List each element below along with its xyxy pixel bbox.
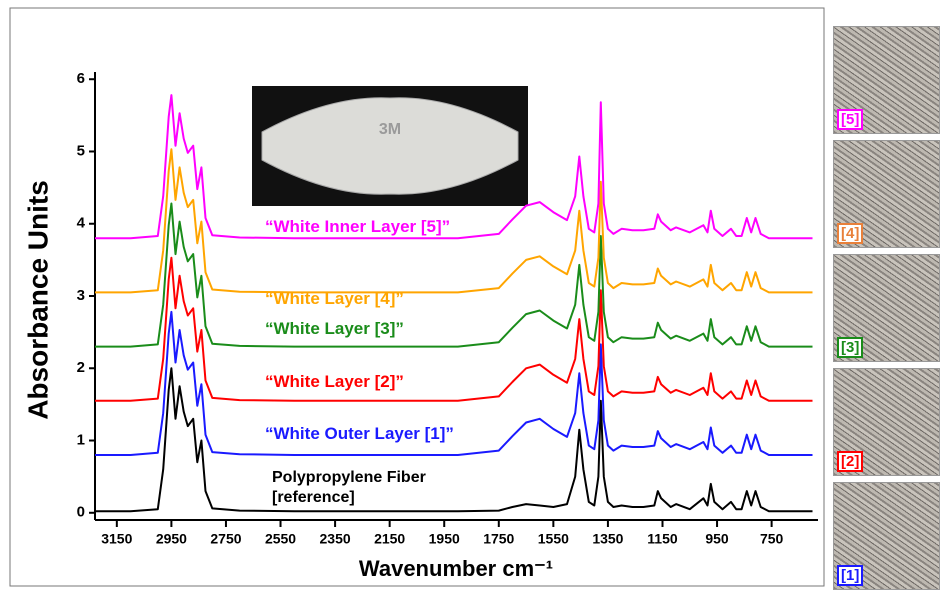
y-tick-label: 6	[77, 70, 85, 87]
series-label: Polypropylene Fiber [reference]	[272, 469, 426, 506]
series-line	[95, 202, 813, 348]
x-tick-label: 2950	[156, 531, 187, 547]
layer-photo: [1]	[833, 482, 940, 590]
series-line	[95, 367, 813, 513]
y-tick-label: 2	[77, 359, 85, 376]
layer-photo: [5]	[833, 26, 940, 134]
mask-photo: 3M	[252, 86, 528, 206]
x-tick-label: 1750	[483, 531, 514, 547]
x-tick-label: 2550	[265, 531, 296, 547]
series-label: “White Outer Layer [1]”	[265, 424, 454, 443]
x-tick-label: 750	[760, 531, 784, 547]
layer-photo: [4]	[833, 140, 940, 248]
layer-photo: [3]	[833, 254, 940, 362]
series-line	[95, 94, 813, 240]
x-axis-label: Wavenumber cm⁻¹	[359, 556, 553, 581]
panel-label: [1]	[837, 565, 864, 586]
series-label: “White Layer [4]”	[265, 289, 404, 308]
y-tick-label: 5	[77, 142, 85, 159]
x-tick-label: 1950	[429, 531, 460, 547]
x-tick-label: 2350	[320, 531, 351, 547]
y-axis-label: Absorbance Units	[22, 180, 53, 420]
x-tick-label: 2150	[374, 531, 405, 547]
layer-photo: [2]	[833, 368, 940, 476]
x-tick-label: 2750	[210, 531, 241, 547]
series-label: “White Layer [2]”	[265, 372, 404, 391]
panel-label: [5]	[837, 109, 864, 130]
series-label: “White Layer [3]”	[265, 319, 404, 338]
panel-label: [2]	[837, 451, 864, 472]
y-tick-label: 1	[77, 431, 85, 448]
y-tick-label: 3	[77, 287, 85, 304]
frame	[9, 7, 825, 587]
series-label: “White Inner Layer [5]”	[265, 217, 451, 236]
x-tick-label: 1150	[647, 531, 678, 547]
x-tick-label: 1550	[538, 531, 569, 547]
panel-label: [4]	[837, 223, 864, 244]
y-tick-label: 4	[77, 215, 86, 232]
x-tick-label: 1350	[592, 531, 623, 547]
y-tick-label: 0	[77, 504, 85, 521]
inset-text: 3M	[379, 121, 401, 138]
series-line	[95, 310, 813, 456]
x-tick-label: 950	[705, 531, 729, 547]
series-line	[95, 256, 813, 402]
panel-label: [3]	[837, 337, 864, 358]
series-line	[95, 148, 813, 294]
x-tick-label: 3150	[101, 531, 132, 547]
